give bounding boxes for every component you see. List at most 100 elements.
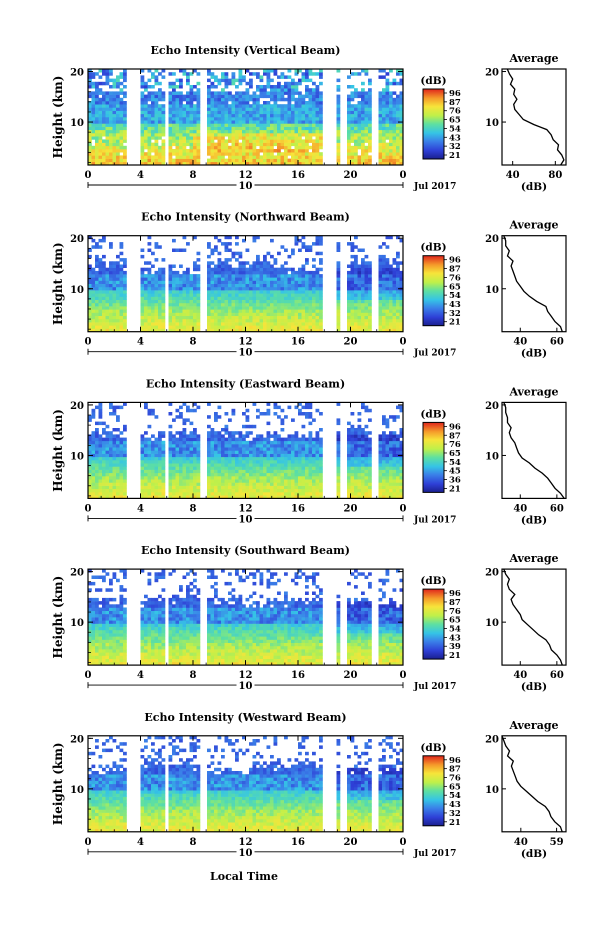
heatmap-cell	[364, 158, 369, 163]
heatmap-cell	[214, 312, 218, 316]
heatmap-cell	[144, 322, 148, 326]
heatmap-cell	[263, 142, 267, 147]
heatmap-cell	[256, 296, 260, 300]
heatmap-cell	[224, 479, 229, 483]
heatmap-cell	[95, 142, 99, 147]
heatmap-cell	[284, 469, 288, 474]
heatmap-cell	[259, 325, 264, 329]
heatmap-cell	[263, 277, 267, 281]
heatmap-cell	[266, 104, 271, 108]
heatmap-cell	[207, 113, 211, 118]
heatmap-cell	[105, 274, 110, 278]
heatmap-cell	[210, 101, 215, 105]
heatmap-cell	[389, 101, 393, 105]
heatmap-cell	[238, 91, 243, 95]
heatmap-cell	[98, 456, 103, 461]
heatmap-cell	[312, 72, 316, 76]
heatmap-cell	[207, 315, 211, 320]
heatmap-cell	[207, 88, 211, 92]
heatmap-cell	[277, 485, 281, 490]
heatmap-cell	[280, 283, 285, 288]
heatmap-cell	[109, 91, 113, 95]
heatmap-cell	[186, 133, 190, 137]
heatmap-cell	[382, 101, 386, 105]
heatmap-cell	[88, 466, 92, 470]
heatmap-cell	[252, 104, 257, 108]
heatmap-cell	[245, 107, 250, 111]
heatmap-cell	[361, 463, 365, 467]
heatmap-cell	[354, 469, 358, 474]
heatmap-cell	[161, 145, 166, 150]
heatmap-cell	[224, 264, 229, 268]
heatmap-cell	[291, 328, 295, 332]
heatmap-cell	[357, 482, 362, 486]
heatmap-cell	[312, 277, 316, 281]
heatmap-cell	[144, 328, 148, 332]
heatmap-cell	[221, 456, 225, 461]
heatmap-cell	[273, 492, 278, 496]
heatmap-cell	[259, 293, 264, 297]
heatmap-cell	[301, 277, 306, 281]
heatmap-cell	[196, 136, 201, 140]
heatmap-cell	[112, 123, 117, 127]
heatmap-cell	[347, 309, 351, 313]
heatmap-cell	[207, 120, 211, 124]
heatmap-cell	[98, 290, 103, 294]
heatmap-cell	[357, 485, 362, 490]
x-tick-label: 20	[344, 337, 358, 348]
heatmap-cell	[245, 261, 250, 265]
heatmap-cell	[245, 283, 250, 288]
heatmap-cell	[308, 283, 313, 288]
heatmap-cell	[147, 302, 152, 307]
heatmap-cell	[291, 286, 295, 291]
heatmap-cell	[105, 286, 110, 291]
heatmap-cell	[175, 248, 180, 252]
heatmap-cell	[217, 296, 222, 300]
heatmap-cell	[140, 139, 145, 143]
heatmap-cell	[350, 158, 355, 163]
heatmap-cell	[392, 155, 397, 159]
heatmap-cell	[105, 136, 110, 140]
heatmap-cell	[389, 267, 393, 272]
heatmap-cell	[105, 453, 110, 458]
heatmap-cell	[95, 136, 99, 140]
heatmap-cell	[273, 120, 278, 124]
heatmap-cell	[319, 450, 323, 454]
heatmap-cell	[98, 302, 103, 307]
heatmap-cell	[308, 472, 313, 477]
heatmap-cell	[256, 264, 260, 268]
heatmap-cell	[245, 322, 250, 326]
heatmap-cell	[172, 104, 176, 108]
heatmap-cell	[364, 312, 369, 316]
heatmap-cell	[399, 309, 404, 313]
heatmap-cell	[102, 152, 106, 156]
heatmap-cell	[277, 110, 281, 115]
heatmap-cell	[315, 88, 320, 92]
heatmap-cell	[193, 283, 197, 288]
heatmap-cell	[273, 309, 278, 313]
heatmap-cell	[291, 450, 295, 454]
heatmap-cell	[266, 447, 271, 451]
heatmap-cell	[210, 476, 215, 480]
heatmap-cell	[224, 149, 229, 153]
heatmap-cell	[119, 296, 124, 300]
heatmap-cell	[95, 126, 99, 131]
heatmap-cell	[158, 293, 162, 297]
heatmap-cell	[102, 453, 106, 458]
heatmap-cell	[350, 113, 355, 118]
colorbar-tick-label: 21	[449, 151, 461, 161]
heatmap-cell	[242, 261, 246, 265]
heatmap-cell	[354, 254, 358, 259]
heatmap-cell	[305, 69, 309, 73]
heatmap-cell	[144, 469, 148, 474]
heatmap-cell	[210, 460, 215, 464]
heatmap-cell	[109, 460, 113, 464]
heatmap-cell	[95, 123, 99, 127]
heatmap-cell	[277, 283, 281, 288]
heatmap-cell	[102, 290, 106, 294]
heatmap-cell	[224, 270, 229, 275]
heatmap-cell	[161, 286, 166, 291]
heatmap-cell	[368, 101, 372, 105]
heatmap-cell	[182, 299, 187, 304]
heatmap-cell	[287, 469, 292, 474]
